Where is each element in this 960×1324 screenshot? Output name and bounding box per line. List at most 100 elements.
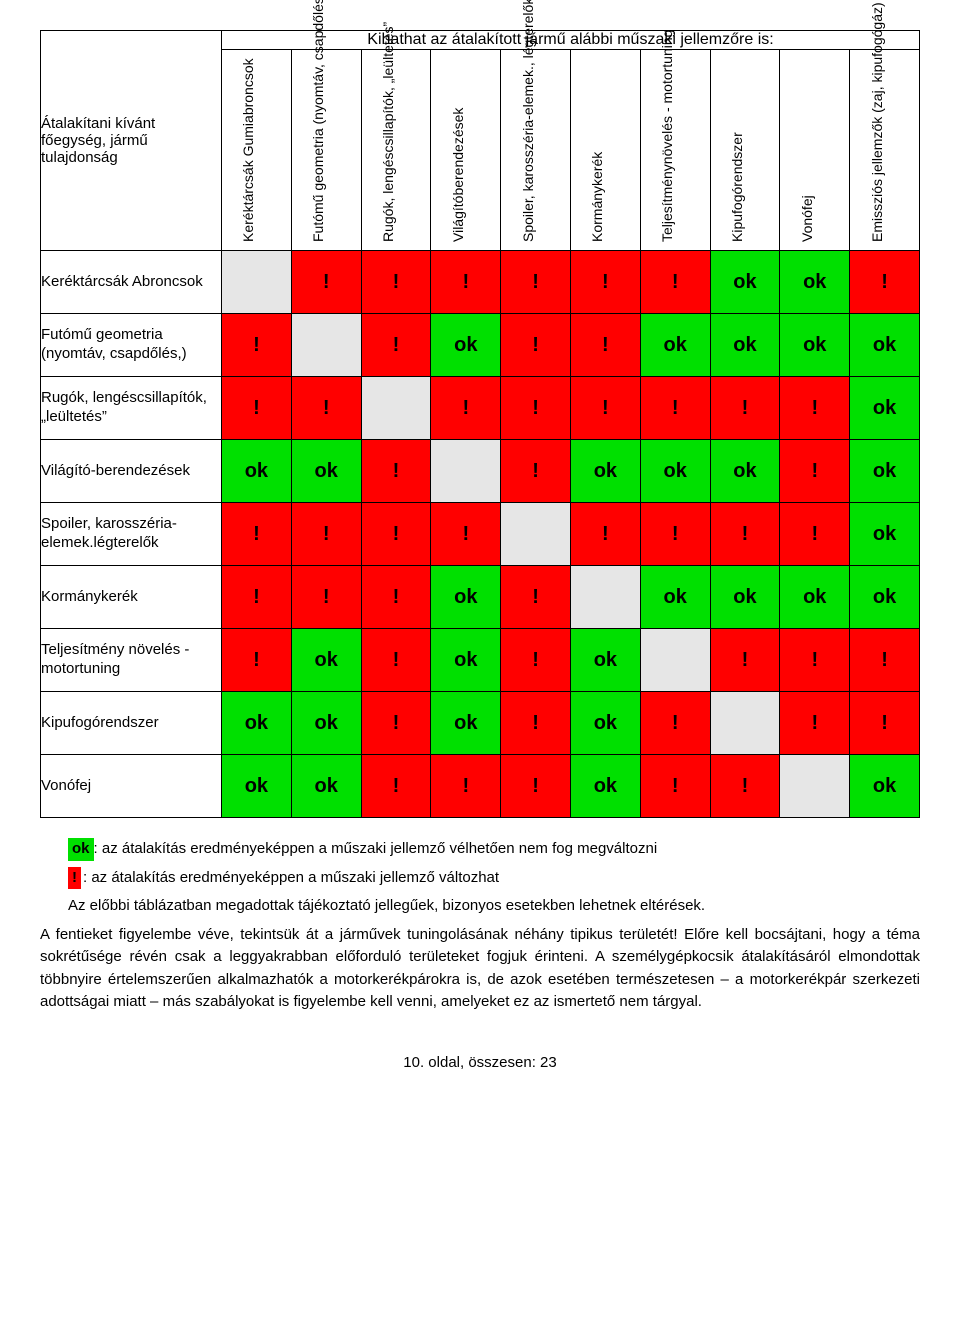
cell-ok: ok <box>710 314 780 377</box>
cell-ok: ok <box>222 755 292 818</box>
cell-warn: ! <box>431 755 501 818</box>
cell-warn: ! <box>780 629 850 692</box>
row-header: Vonófej <box>41 755 222 818</box>
cell-warn: ! <box>222 566 292 629</box>
cell-warn: ! <box>710 755 780 818</box>
cell-warn: ! <box>501 629 571 692</box>
cell-ok: ok <box>710 566 780 629</box>
cell-ok: ok <box>780 251 850 314</box>
cell-warn: ! <box>570 314 640 377</box>
row-header: Keréktárcsák Abroncsok <box>41 251 222 314</box>
column-header: Rugók, lengéscsillapítók, „leültetés” <box>361 50 431 251</box>
legend: ok: az átalakítás eredményeképpen a műsz… <box>40 838 920 1014</box>
cell-warn: ! <box>222 503 292 566</box>
cell-warn: ! <box>570 377 640 440</box>
cell-ok: ok <box>291 440 361 503</box>
cell-warn: ! <box>291 377 361 440</box>
legend-ok-line: ok: az átalakítás eredményeképpen a műsz… <box>68 838 920 861</box>
cell-warn: ! <box>431 503 501 566</box>
table-row: Keréktárcsák Abroncsok!!!!!!okok! <box>41 251 920 314</box>
row-header: Teljesítmény növelés - motortuning <box>41 629 222 692</box>
cell-warn: ! <box>431 377 501 440</box>
cell-ok: ok <box>780 566 850 629</box>
table-row: Kipufogórendszerokok!ok!ok!!! <box>41 692 920 755</box>
cell-warn: ! <box>850 629 920 692</box>
column-header-label: Kormánykerék <box>589 152 605 242</box>
cell-ok: ok <box>710 251 780 314</box>
column-header-label: Rugók, lengéscsillapítók, „leültetés” <box>380 22 396 242</box>
cell-warn: ! <box>361 251 431 314</box>
column-header: Vonófej <box>780 50 850 251</box>
row-header: Kipufogórendszer <box>41 692 222 755</box>
table-row: Spoiler, karosszéria-elemek.légterelők!!… <box>41 503 920 566</box>
cell-warn: ! <box>640 755 710 818</box>
legend-warn-line: !: az átalakítás eredményeképpen a műsza… <box>68 867 920 890</box>
cell-diag <box>291 314 361 377</box>
cell-warn: ! <box>850 251 920 314</box>
column-header-label: Kipufogórendszer <box>729 132 745 242</box>
cell-warn: ! <box>780 440 850 503</box>
cell-warn: ! <box>361 566 431 629</box>
column-header-label: Vonófej <box>799 195 815 242</box>
cell-warn: ! <box>640 692 710 755</box>
legend-ok-chip: ok <box>68 838 94 861</box>
cell-diag <box>501 503 571 566</box>
cell-warn: ! <box>780 503 850 566</box>
cell-warn: ! <box>570 503 640 566</box>
cell-warn: ! <box>361 629 431 692</box>
compatibility-matrix: Átalakítani kívánt főegység, jármű tulaj… <box>40 30 920 818</box>
table-row: Futómű geometria (nyomtáv, csapdőlés,)!!… <box>41 314 920 377</box>
cell-warn: ! <box>501 314 571 377</box>
cell-warn: ! <box>361 692 431 755</box>
cell-warn: ! <box>710 377 780 440</box>
table-row: Vonófejokok!!!ok!!ok <box>41 755 920 818</box>
cell-ok: ok <box>222 440 292 503</box>
legend-note1: Az előbbi táblázatban megadottak tájékoz… <box>68 895 920 918</box>
cell-warn: ! <box>361 314 431 377</box>
corner-header: Átalakítani kívánt főegység, jármű tulaj… <box>41 31 222 251</box>
table-row: Világító-berendezésekokok!!okokok!ok <box>41 440 920 503</box>
cell-diag <box>640 629 710 692</box>
row-header: Világító-berendezések <box>41 440 222 503</box>
cell-diag <box>570 566 640 629</box>
cell-warn: ! <box>361 503 431 566</box>
table-row: Kormánykerék!!!ok!okokokok <box>41 566 920 629</box>
row-header: Rugók, lengéscsillapítók, „leültetés” <box>41 377 222 440</box>
cell-ok: ok <box>850 566 920 629</box>
column-header: Keréktárcsák Gumiabroncsok <box>222 50 292 251</box>
column-header: Teljesítménynövelés - motortuning <box>640 50 710 251</box>
cell-ok: ok <box>570 692 640 755</box>
cell-warn: ! <box>501 440 571 503</box>
cell-warn: ! <box>501 566 571 629</box>
legend-note2: A fentieket figyelembe véve, tekintsük á… <box>40 924 920 1014</box>
cell-warn: ! <box>850 692 920 755</box>
cell-ok: ok <box>431 566 501 629</box>
cell-warn: ! <box>501 755 571 818</box>
cell-ok: ok <box>640 566 710 629</box>
column-header: Kipufogórendszer <box>710 50 780 251</box>
cell-diag <box>222 251 292 314</box>
cell-warn: ! <box>710 503 780 566</box>
legend-ok-text: : az átalakítás eredményeképpen a műszak… <box>94 840 658 857</box>
cell-ok: ok <box>710 440 780 503</box>
page-footer: 10. oldal, összesen: 23 <box>40 1054 920 1071</box>
column-header: Futómű geometria (nyomtáv, csapdőlés,) <box>291 50 361 251</box>
column-header-label: Spoiler, karosszéria-elemek., légterelők <box>520 0 536 242</box>
cell-ok: ok <box>291 629 361 692</box>
cell-ok: ok <box>850 377 920 440</box>
cell-warn: ! <box>640 251 710 314</box>
cell-diag <box>780 755 850 818</box>
cell-ok: ok <box>570 440 640 503</box>
span-header: Kihathat az átalakított jármű alábbi műs… <box>222 31 920 50</box>
cell-ok: ok <box>431 314 501 377</box>
cell-warn: ! <box>501 377 571 440</box>
row-header: Spoiler, karosszéria-elemek.légterelők <box>41 503 222 566</box>
legend-warn-text: : az átalakítás eredményeképpen a műszak… <box>81 869 499 886</box>
cell-warn: ! <box>222 314 292 377</box>
column-header: Kormánykerék <box>570 50 640 251</box>
cell-ok: ok <box>291 755 361 818</box>
cell-ok: ok <box>850 755 920 818</box>
column-header-label: Futómű geometria (nyomtáv, csapdőlés,) <box>310 0 326 242</box>
cell-warn: ! <box>710 629 780 692</box>
cell-warn: ! <box>640 377 710 440</box>
